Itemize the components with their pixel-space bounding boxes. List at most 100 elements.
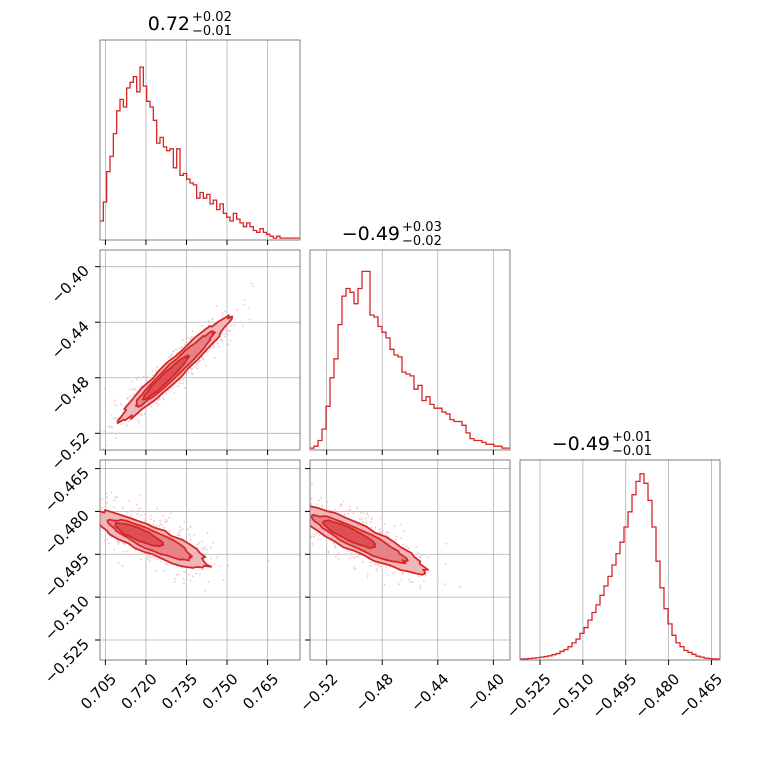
scatter-point: [173, 581, 176, 583]
scatter-point: [348, 557, 351, 560]
scatter-point: [127, 499, 130, 502]
scatter-point: [366, 513, 369, 516]
scatter-point: [201, 324, 204, 327]
scatter-point: [178, 532, 180, 534]
scatter-point: [360, 518, 363, 521]
scatter-point: [191, 575, 194, 578]
histogram-panel: −0.525−0.510−0.495−0.480−0.465 −0.49 +0.01…: [503, 430, 726, 722]
title-lower-error: −0.01: [192, 24, 232, 39]
scatter-point: [418, 556, 421, 558]
y-tick-label: −0.465: [41, 464, 93, 516]
scatter-point: [365, 521, 368, 524]
scatter-point: [437, 576, 439, 578]
scatter-point: [227, 330, 230, 332]
scatter-point: [189, 538, 192, 541]
scatter-point: [303, 518, 305, 520]
scatter-point: [242, 325, 245, 327]
scatter-point: [196, 367, 198, 370]
scatter-point: [168, 530, 171, 533]
scatter-point: [402, 543, 405, 546]
scatter-point: [210, 557, 213, 560]
scatter-point: [171, 386, 174, 389]
scatter-point: [339, 503, 342, 506]
scatter-point: [117, 541, 120, 544]
scatter-point: [308, 518, 310, 520]
scatter-point: [159, 523, 162, 525]
scatter-point: [137, 419, 139, 421]
scatter-point: [106, 538, 109, 541]
scatter-point: [121, 564, 124, 567]
x-tick-label: −0.465: [674, 670, 726, 722]
scatter-point: [222, 578, 225, 581]
scatter-point: [353, 568, 355, 570]
contour-inner: [114, 521, 165, 548]
scatter-point: [181, 339, 184, 342]
histogram-step: [100, 66, 300, 239]
scatter-point: [85, 528, 87, 530]
scatter-point: [326, 501, 329, 503]
scatter-point: [333, 508, 336, 511]
scatter-point: [94, 524, 96, 526]
scatter-point: [411, 581, 414, 583]
scatter-point: [282, 505, 284, 507]
scatter-point: [337, 511, 340, 513]
scatter-point: [111, 432, 114, 434]
scatter-point: [184, 325, 187, 328]
scatter-point: [401, 573, 404, 575]
scatter-point: [289, 521, 291, 523]
scatter-point: [306, 507, 308, 509]
scatter-point: [115, 437, 117, 440]
scatter-point: [183, 578, 185, 581]
scatter-point: [376, 563, 379, 565]
scatter-point: [114, 496, 117, 499]
scatter-point: [209, 347, 212, 350]
scatter-point: [354, 567, 357, 570]
scatter-point: [159, 519, 162, 522]
scatter-point: [416, 551, 419, 554]
x-tick-label: −0.40: [463, 670, 508, 715]
scatter-point: [417, 575, 420, 578]
scatter-point: [394, 538, 397, 541]
scatter-point: [206, 548, 209, 551]
scatter-point: [204, 546, 207, 548]
scatter-point: [403, 530, 405, 533]
scatter-point: [280, 501, 282, 503]
scatter-point: [341, 503, 344, 505]
scatter-point: [337, 552, 340, 555]
scatter-point: [311, 543, 314, 545]
scatter-point: [307, 534, 309, 536]
scatter-point: [362, 512, 365, 514]
scatter-point: [313, 535, 315, 538]
scatter-point: [366, 573, 369, 576]
scatter-point: [252, 285, 255, 288]
scatter-point: [298, 490, 300, 492]
scatter-point: [374, 563, 377, 565]
panel-title: −0.49 +0.03−0.02: [342, 220, 442, 249]
scatter-point: [110, 536, 113, 538]
scatter-point: [182, 379, 185, 381]
scatter-point: [354, 555, 357, 558]
scatter-point: [181, 528, 184, 530]
scatter-point: [297, 493, 299, 495]
scatter-point: [141, 414, 143, 417]
scatter-point: [149, 514, 152, 517]
scatter-point: [152, 523, 155, 526]
x-tick-label: −0.52: [296, 670, 341, 715]
scatter-point: [116, 496, 118, 499]
scatter-point: [290, 503, 292, 505]
scatter-point: [103, 539, 106, 542]
scatter-point: [445, 542, 448, 545]
scatter-point: [351, 555, 354, 558]
scatter-point: [385, 531, 388, 533]
scatter-point: [201, 540, 204, 543]
scatter-point: [203, 548, 206, 551]
scatter-point: [193, 533, 196, 536]
scatter-point: [185, 337, 188, 340]
scatter-point: [125, 550, 128, 553]
scatter-point: [131, 380, 134, 383]
scatter-point: [347, 512, 350, 515]
scatter-point: [400, 537, 402, 540]
scatter-point: [84, 508, 86, 510]
x-tick-label: 0.735: [158, 670, 201, 713]
scatter-point: [152, 556, 154, 558]
